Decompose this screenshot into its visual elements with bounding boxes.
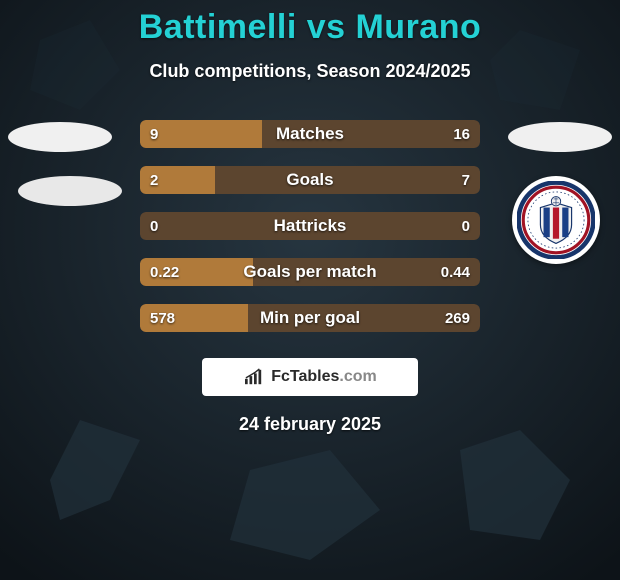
stats-container: 916Matches 27Goals 00Hattricks 0.220.44Goal… (0, 120, 620, 350)
stat-row: 0.220.44Goals per match (140, 258, 480, 286)
stat-label: Goals per match (140, 258, 480, 286)
stat-label: Matches (140, 120, 480, 148)
subtitle: Club competitions, Season 2024/2025 (0, 61, 620, 82)
stat-label: Goals (140, 166, 480, 194)
stat-label: Min per goal (140, 304, 480, 332)
stat-row: 578269Min per goal (140, 304, 480, 332)
brand-domain: .com (339, 368, 376, 385)
brand-chart-icon (243, 368, 265, 386)
date-label: 24 february 2025 (0, 414, 620, 435)
stat-row: 00Hattricks (140, 212, 480, 240)
stat-row: 27Goals (140, 166, 480, 194)
brand-name: FcTables (271, 368, 339, 385)
stat-row: 916Matches (140, 120, 480, 148)
brand-badge: FcTables.com (202, 358, 418, 396)
stat-label: Hattricks (140, 212, 480, 240)
page-title: Battimelli vs Murano (0, 0, 620, 47)
brand-text: FcTables.com (271, 368, 377, 386)
